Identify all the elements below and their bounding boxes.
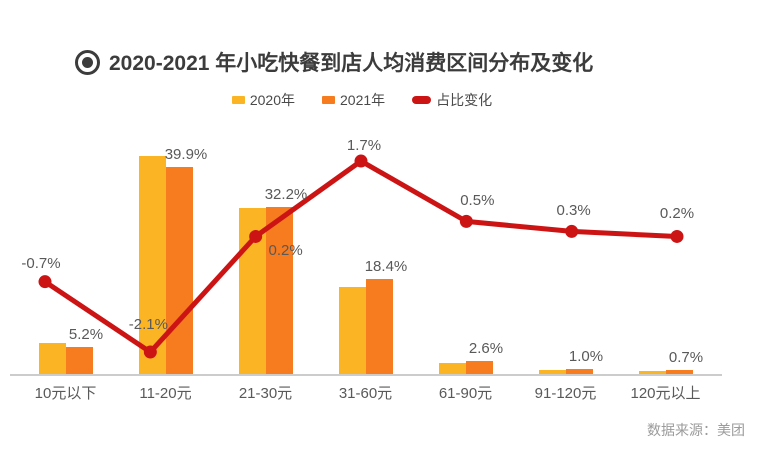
bar-2020 [38,343,66,374]
bar-2020 [438,363,466,374]
bar-value-label: 0.7% [668,349,704,367]
legend-label: 2021年 [340,92,386,108]
bar-2021 [365,278,393,374]
legend-line-swatch-icon [412,96,432,104]
trend-line-point [459,214,473,228]
bar-2020 [638,371,666,374]
line-value-label: 1.7% [346,137,382,155]
x-axis-label: 11-20元 [139,385,192,402]
bar-value-label: 1.0% [568,347,604,365]
title-row: 2020-2021 年小吃快餐到店人均消费区间分布及变化 [75,47,593,77]
bar-value-label: 2.6% [468,339,504,357]
chart-title: 2020-2021 年小吃快餐到店人均消费区间分布及变化 [109,52,594,75]
x-axis-line [10,374,722,376]
x-axis-label: 61-90元 [438,385,493,402]
bar-2021 [465,360,493,374]
bar-2020 [138,156,166,374]
line-value-label: 0.2% [659,205,695,223]
bar-2020 [538,370,566,374]
data-source-label: 数据来源：美团 [647,422,745,438]
bar-value-label: 32.2% [264,185,308,203]
bar-2021 [265,206,293,374]
bar-2020 [338,287,366,374]
trend-line-point [38,275,52,289]
legend-label: 占比变化 [436,92,493,108]
legend-label: 2020年 [249,92,295,108]
bar-2021 [565,368,593,374]
legend-item: 2021年 [322,90,385,110]
line-value-label: 0.2% [268,242,303,260]
line-value-label: 0.3% [556,202,591,220]
bar-value-label: 39.9% [164,145,208,163]
bullseye-dot [82,56,93,68]
line-value-label: -0.7% [21,254,61,272]
legend-bar-swatch-icon [231,96,245,104]
line-value-label: 0.5% [460,192,495,210]
x-axis-label: 10元以下 [34,385,97,402]
x-axis-label: 31-60元 [338,385,393,402]
x-axis-label: 120元以上 [630,385,701,402]
bullseye-icon [75,49,100,75]
line-value-label: -2.1% [128,316,168,334]
trend-line-point [565,224,579,238]
x-axis-label: 21-30元 [238,385,293,402]
legend-item: 占比变化 [412,90,492,110]
bar-2021 [665,370,693,374]
legend-bar-swatch-icon [322,96,335,104]
trend-line-point [354,154,368,168]
bar-2021 [165,166,193,374]
bar-value-label: 18.4% [364,257,408,275]
x-axis-label: 91-120元 [534,385,597,402]
legend-item: 2020年 [231,90,295,110]
bar-2020 [238,207,266,374]
bar-2021 [65,347,93,374]
legend: 2020年 2021年 占比变化 [0,90,754,110]
trend-line-point [670,229,684,243]
